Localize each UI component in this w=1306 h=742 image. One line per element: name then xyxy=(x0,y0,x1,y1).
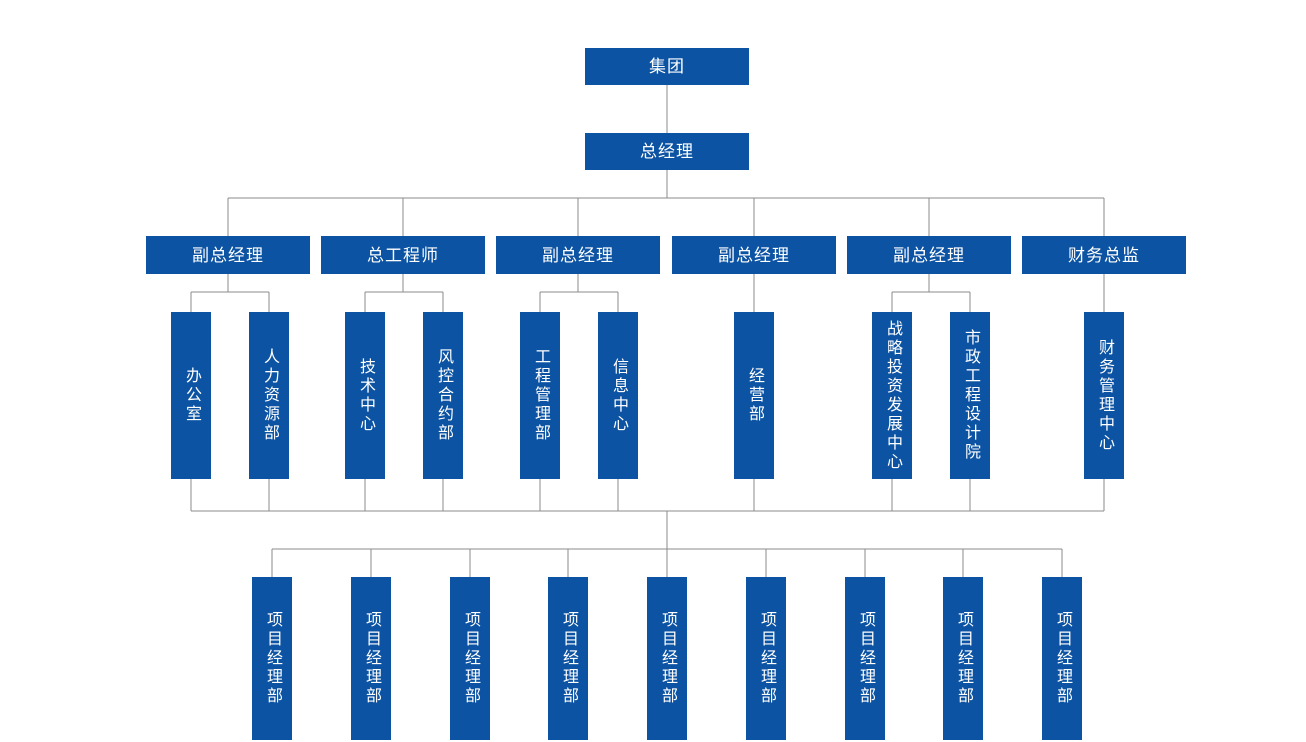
org-node-executive-3: 副总经理 xyxy=(496,236,660,274)
org-node-project-6: 项目经理部 xyxy=(746,577,786,740)
org-node-department-municipal-design: 市政工程设计院 xyxy=(950,312,990,479)
org-node-executive-4: 副总经理 xyxy=(672,236,836,274)
org-node-department-risk-contract: 风控合约部 xyxy=(423,312,463,479)
org-node-department-operations: 经营部 xyxy=(734,312,774,479)
org-node-project-2: 项目经理部 xyxy=(351,577,391,740)
org-node-project-4: 项目经理部 xyxy=(548,577,588,740)
org-node-executive-5: 副总经理 xyxy=(847,236,1011,274)
org-node-executive-1: 副总经理 xyxy=(146,236,310,274)
org-node-project-8: 项目经理部 xyxy=(943,577,983,740)
org-node-project-9: 项目经理部 xyxy=(1042,577,1082,740)
org-node-executive-2: 总工程师 xyxy=(321,236,485,274)
org-node-department-hr: 人力资源部 xyxy=(249,312,289,479)
org-node-executive-6: 财务总监 xyxy=(1022,236,1186,274)
org-node-general-manager: 总经理 xyxy=(585,133,749,170)
org-node-department-strategic-investment: 战略投资发展中心 xyxy=(872,312,912,479)
org-node-department-finance-mgmt: 财务管理中心 xyxy=(1084,312,1124,479)
org-node-department-office: 办公室 xyxy=(171,312,211,479)
org-node-project-1: 项目经理部 xyxy=(252,577,292,740)
org-node-department-info-center: 信息中心 xyxy=(598,312,638,479)
org-node-department-engineering-mgmt: 工程管理部 xyxy=(520,312,560,479)
org-node-department-tech-center: 技术中心 xyxy=(345,312,385,479)
org-node-project-5: 项目经理部 xyxy=(647,577,687,740)
org-node-project-7: 项目经理部 xyxy=(845,577,885,740)
org-node-project-3: 项目经理部 xyxy=(450,577,490,740)
connector-path xyxy=(190,85,1105,577)
org-node-group: 集团 xyxy=(585,48,749,85)
